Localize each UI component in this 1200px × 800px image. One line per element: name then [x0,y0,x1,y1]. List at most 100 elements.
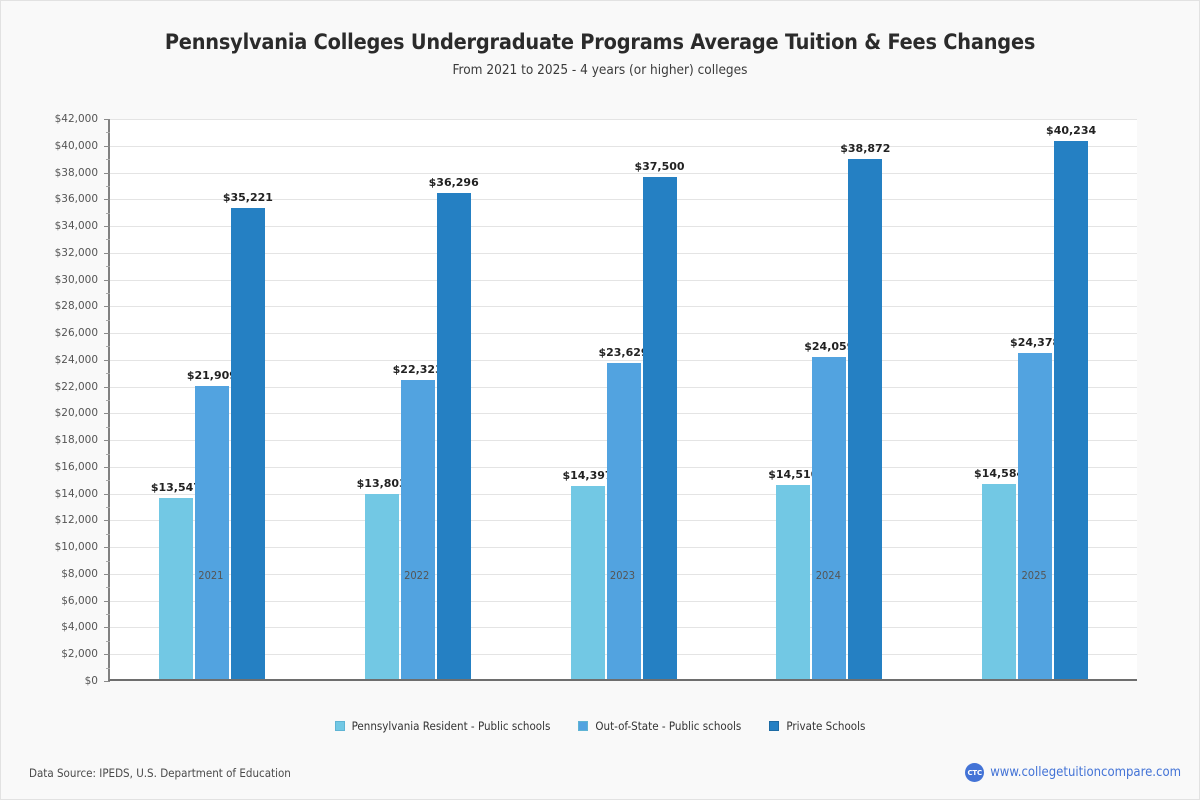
y-tick-minor [106,667,110,669]
y-axis-label: $24,000 [54,353,98,366]
y-tick [104,333,110,335]
brand-link[interactable]: CTC www.collegetuitioncompare.com [965,763,1181,782]
bar-group: $14,510 $24,059 $38,872 [768,119,890,679]
plot-area: $13,547 $21,909 $35,221 $13,803 $22,323 $36,2… [104,119,1137,682]
bar-value-label: $38,872 [840,141,891,155]
y-axis-label: $2,000 [61,648,98,661]
legend-item[interactable]: Out-of-State - Public schools [578,719,741,733]
bar[interactable]: $24,059 [804,341,854,679]
bar[interactable]: $38,872 [840,143,890,679]
brand-url-text: www.collegetuitioncompare.com [990,765,1181,780]
data-source-text: Data Source: IPEDS, U.S. Department of E… [29,766,291,780]
y-axis-label: $28,000 [54,300,98,313]
gridline [110,306,1137,308]
y-tick-minor [106,533,110,535]
bar-value-label: $13,803 [356,477,407,491]
y-axis-label: $26,000 [54,327,98,340]
y-axis-label: $0 [84,675,98,687]
ctc-logo-text: CTC [967,768,983,777]
y-tick [104,520,110,522]
legend-item[interactable]: Private Schools [769,719,865,733]
x-axis-label: 2025 [1021,569,1047,582]
x-axis-label: 2022 [404,569,430,582]
y-tick [104,627,110,629]
y-tick [104,413,110,415]
bar-value-label: $35,221 [222,190,273,204]
y-tick [104,252,110,254]
gridline [110,199,1137,201]
bar[interactable]: $40,234 [1046,125,1096,679]
ctc-logo-icon: CTC [965,763,985,782]
y-tick [104,199,110,201]
gridline [110,145,1137,147]
y-tick-minor [106,400,110,401]
y-tick-minor [106,507,110,509]
legend-swatch-icon [769,721,780,731]
y-axis-label: $30,000 [54,273,98,286]
y-axis-label: $32,000 [54,246,98,259]
y-tick [104,306,110,308]
y-tick [104,386,110,388]
y-tick [104,573,110,575]
y-axis-label: $42,000 [54,113,98,125]
bar[interactable]: $14,397 [562,470,613,679]
y-tick-minor [106,159,110,161]
y-axis-label: $40,000 [54,139,98,152]
y-axis-label: $10,000 [54,541,98,554]
legend-item[interactable]: Pennsylvania Resident - Public schools [334,719,551,733]
bar[interactable]: $22,323 [393,364,443,679]
bar[interactable]: $35,221 [223,192,273,679]
y-axis-label: $36,000 [54,193,98,206]
bar[interactable]: $37,500 [634,161,685,679]
bar-group: $14,584 $24,378 $40,234 [974,119,1096,679]
y-tick-minor [106,560,110,562]
gridline [110,226,1137,228]
bar[interactable]: $14,584 [974,468,1024,679]
bar[interactable]: $13,803 [357,478,407,679]
y-tick [104,279,110,281]
y-axis-label: $12,000 [54,514,98,527]
y-tick-minor [106,614,110,616]
bar-value-label: $21,909 [186,368,237,382]
y-axis-label: $20,000 [54,407,98,420]
bar-value-label: $24,059 [804,340,855,354]
bar-value-label: $13,547 [150,480,201,494]
y-tick-minor [106,185,110,187]
bar[interactable]: $36,296 [429,177,479,679]
bar[interactable]: $23,629 [598,347,649,679]
y-tick [104,359,110,361]
y-tick [104,493,110,495]
x-axis-label: 2024 [815,569,841,582]
y-tick [104,681,110,682]
bar[interactable]: $21,909 [187,370,237,679]
y-tick-minor [106,212,110,214]
y-tick-minor [106,266,110,268]
y-axis-label: $14,000 [54,487,98,500]
x-axis-label: 2021 [198,569,224,582]
bar-group: $13,803 $22,323 $36,296 [357,119,479,679]
y-tick-minor [106,319,110,321]
y-tick-minor [106,292,110,294]
y-axis-label: $4,000 [61,621,98,634]
y-tick-minor [106,587,110,589]
y-tick-minor [106,373,110,375]
bar-group: $14,397 $23,629 $37,500 [562,119,685,679]
bar-group: $13,547 $21,909 $35,221 [151,119,273,679]
gridline [110,359,1137,361]
y-axis-label: $38,000 [54,166,98,179]
y-tick-minor [106,480,110,482]
y-axis-label: $8,000 [61,567,98,580]
chart-subtitle: From 2021 to 2025 - 4 years (or higher) … [452,61,748,78]
legend-label: Out-of-State - Public schools [595,719,742,733]
y-tick-minor [106,346,110,348]
y-tick [104,547,110,549]
gridline [110,172,1137,174]
y-tick-minor [106,239,110,241]
bar[interactable]: $13,547 [151,482,201,679]
legend-label: Pennsylvania Resident - Public schools [351,719,551,733]
bar[interactable]: $14,510 [768,469,818,679]
y-axis-label: $22,000 [54,380,98,393]
bar-value-label: $22,323 [392,363,443,377]
bar[interactable]: $24,378 [1010,337,1060,679]
legend-swatch-icon [578,721,589,731]
